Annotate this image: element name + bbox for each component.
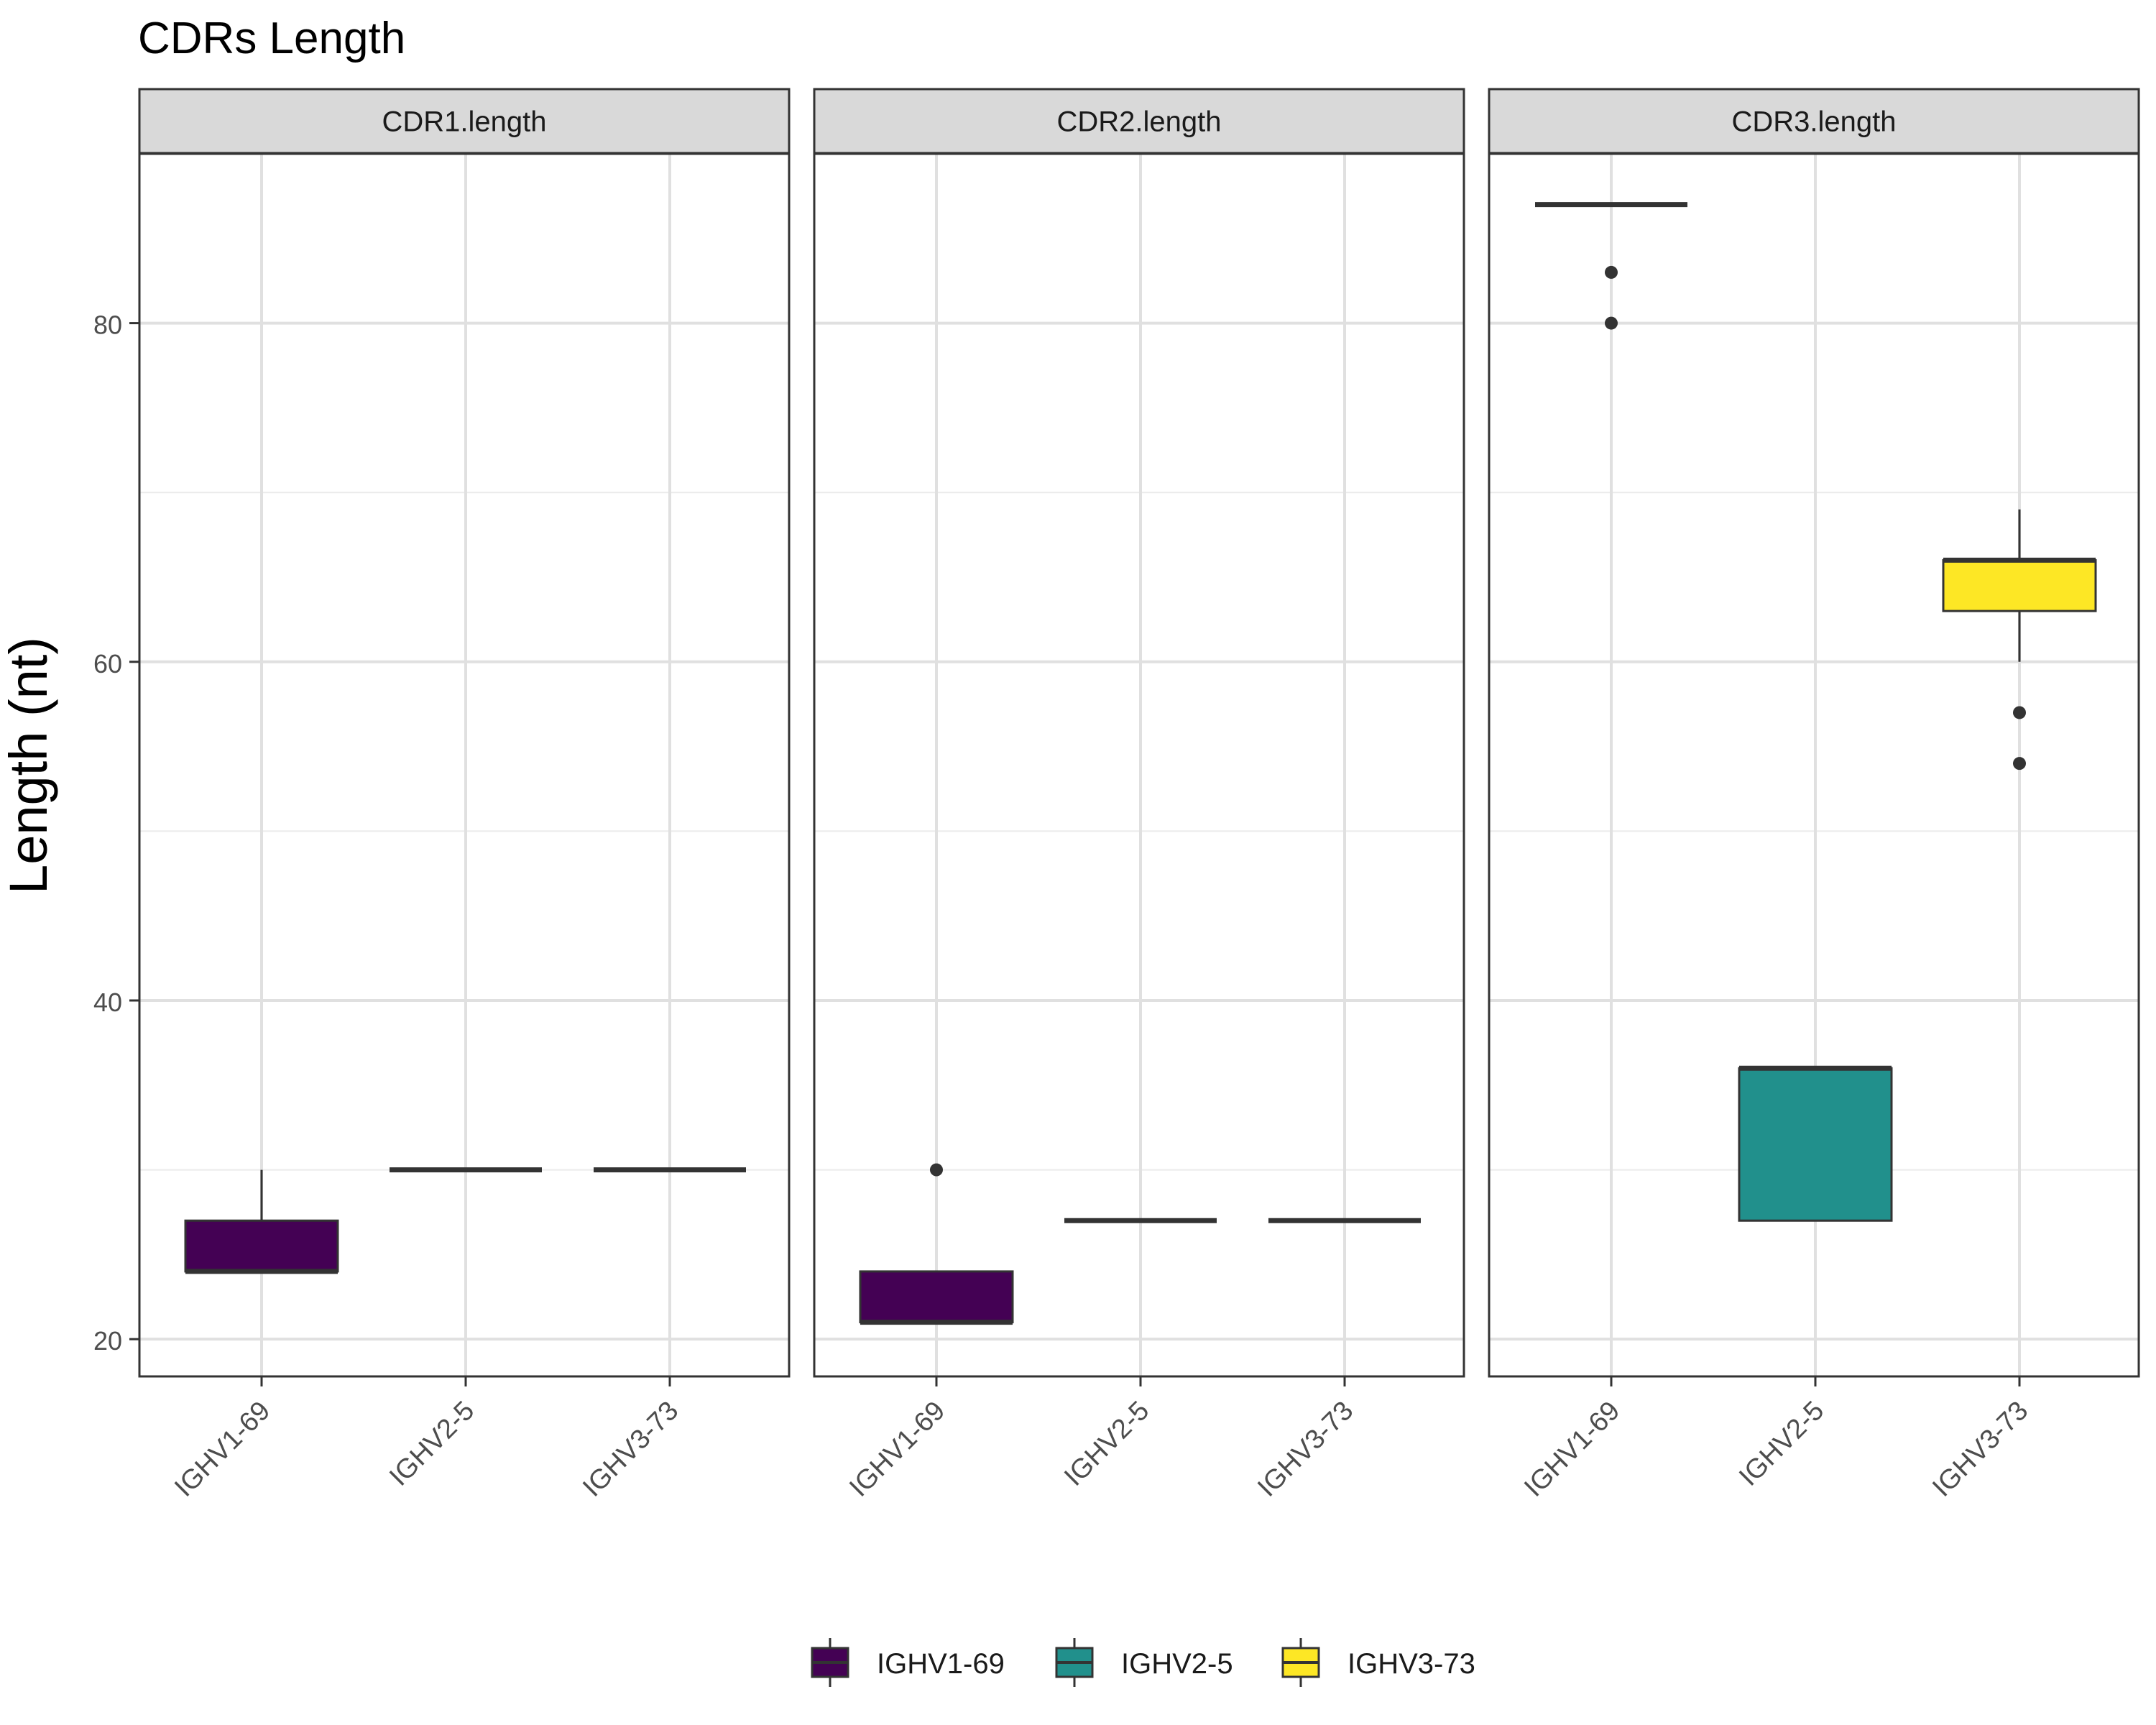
x-tick-label: IGHV1-69 bbox=[844, 1396, 951, 1503]
facet-strip bbox=[813, 88, 1465, 155]
box-ighv1-69 bbox=[184, 1169, 339, 1274]
facet-strip-label: CDR1.length bbox=[382, 106, 546, 138]
panel-border bbox=[138, 152, 791, 1378]
x-tick-label: IGHV2-5 bbox=[384, 1396, 480, 1492]
x-tick-label: IGHV3-73 bbox=[577, 1396, 684, 1503]
y-tick-label: 80 bbox=[93, 310, 122, 340]
y-tick-label: 20 bbox=[93, 1326, 122, 1356]
x-tick-label: IGHV1-69 bbox=[169, 1396, 276, 1503]
x-tick-label: IGHV2-5 bbox=[1059, 1396, 1155, 1492]
y-axis-label: Length (nt) bbox=[0, 637, 58, 894]
facet-panel: CDR2.length IGHV1-69 IGHV2-5 IGHV3-73 bbox=[813, 88, 1465, 1503]
legend: IGHV1-69 IGHV2-5 IGHV3-73 bbox=[811, 1638, 1475, 1687]
x-tick-label: IGHV2-5 bbox=[1733, 1396, 1830, 1492]
box-ighv3-73 bbox=[1942, 509, 2097, 770]
facet-strip bbox=[1488, 88, 2140, 155]
box-body bbox=[184, 1219, 339, 1273]
box-body bbox=[1738, 1067, 1893, 1222]
panel-border bbox=[1488, 152, 2140, 1378]
x-tick-label: IGHV3-73 bbox=[1252, 1396, 1359, 1503]
facet-strip-label: CDR3.length bbox=[1731, 106, 1896, 138]
outlier-point bbox=[2013, 706, 2026, 719]
box-body bbox=[1942, 558, 2097, 612]
box-ighv2-5 bbox=[1738, 1065, 1893, 1222]
legend-item: IGHV1-69 bbox=[811, 1638, 1005, 1687]
legend-item: IGHV2-5 bbox=[1055, 1638, 1233, 1687]
legend-key bbox=[1281, 1638, 1320, 1687]
y-tick-label: 40 bbox=[93, 988, 122, 1017]
legend-label: IGHV2-5 bbox=[1121, 1648, 1233, 1680]
facet-panel: CDR1.length IGHV1-69 IGHV2-5 IGHV3-73 bbox=[138, 88, 791, 1503]
y-axis-ticks: 20 40 60 80 bbox=[93, 310, 139, 1356]
legend-label: IGHV3-73 bbox=[1348, 1648, 1475, 1680]
box-body bbox=[859, 1270, 1014, 1324]
chart-title: CDRs Length bbox=[138, 14, 405, 63]
y-tick-label: 60 bbox=[93, 649, 122, 678]
facet-panel: CDR3.length IGHV1-69 IGHV2-5 IGHV3-73 bbox=[1488, 88, 2140, 1503]
box-ighv1-69 bbox=[859, 1163, 1014, 1325]
x-tick-label: IGHV3-73 bbox=[1927, 1396, 2034, 1503]
panel-border bbox=[813, 152, 1465, 1378]
legend-key bbox=[811, 1638, 849, 1687]
x-tick-label: IGHV1-69 bbox=[1519, 1396, 1626, 1503]
facet-strip bbox=[138, 88, 791, 155]
box-ighv1-69 bbox=[1535, 202, 1687, 330]
outlier-point bbox=[930, 1163, 943, 1177]
outlier-point bbox=[1605, 265, 1618, 279]
outlier-point bbox=[2013, 757, 2026, 770]
legend-item: IGHV3-73 bbox=[1281, 1638, 1475, 1687]
legend-label: IGHV1-69 bbox=[877, 1648, 1005, 1680]
outlier-point bbox=[1605, 316, 1618, 330]
facet-strip-label: CDR2.length bbox=[1056, 106, 1221, 138]
legend-key bbox=[1055, 1638, 1094, 1687]
